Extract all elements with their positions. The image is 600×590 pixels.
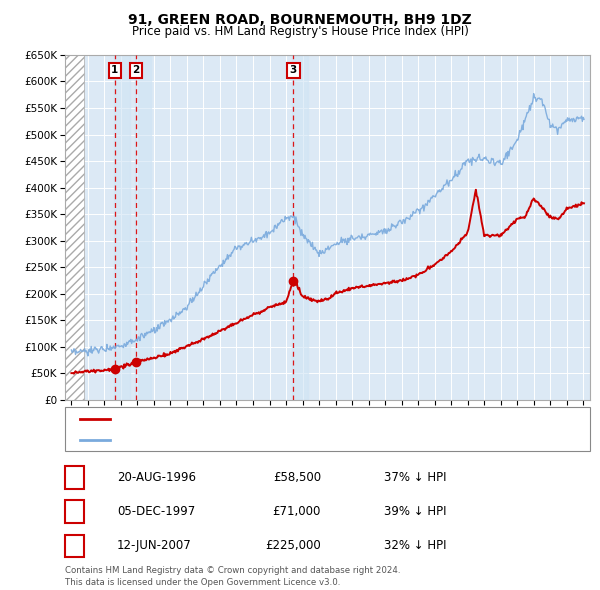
Text: 91, GREEN ROAD, BOURNEMOUTH, BH9 1DZ (detached house): 91, GREEN ROAD, BOURNEMOUTH, BH9 1DZ (de… bbox=[116, 415, 443, 424]
Text: Contains HM Land Registry data © Crown copyright and database right 2024.
This d: Contains HM Land Registry data © Crown c… bbox=[65, 566, 400, 586]
Text: 91, GREEN ROAD, BOURNEMOUTH, BH9 1DZ: 91, GREEN ROAD, BOURNEMOUTH, BH9 1DZ bbox=[128, 13, 472, 27]
Bar bbox=[135, 55, 151, 400]
Text: 1: 1 bbox=[111, 65, 118, 76]
Text: 1: 1 bbox=[70, 471, 79, 484]
Text: £225,000: £225,000 bbox=[265, 539, 321, 552]
Text: £58,500: £58,500 bbox=[273, 471, 321, 484]
Text: 12-JUN-2007: 12-JUN-2007 bbox=[117, 539, 192, 552]
Text: 2: 2 bbox=[133, 65, 140, 76]
Text: HPI: Average price, detached house, Bournemouth Christchurch and Poole: HPI: Average price, detached house, Bour… bbox=[116, 435, 504, 445]
Bar bbox=[65, 55, 84, 400]
Text: 32% ↓ HPI: 32% ↓ HPI bbox=[384, 539, 446, 552]
Text: 37% ↓ HPI: 37% ↓ HPI bbox=[384, 471, 446, 484]
Text: £71,000: £71,000 bbox=[272, 505, 321, 518]
Text: Price paid vs. HM Land Registry's House Price Index (HPI): Price paid vs. HM Land Registry's House … bbox=[131, 25, 469, 38]
Bar bbox=[292, 55, 308, 400]
Text: 39% ↓ HPI: 39% ↓ HPI bbox=[384, 505, 446, 518]
Text: 2: 2 bbox=[70, 505, 79, 518]
Text: 3: 3 bbox=[290, 65, 297, 76]
Text: 3: 3 bbox=[70, 539, 79, 552]
Text: 05-DEC-1997: 05-DEC-1997 bbox=[117, 505, 195, 518]
Text: 20-AUG-1996: 20-AUG-1996 bbox=[117, 471, 196, 484]
Bar bbox=[113, 55, 130, 400]
